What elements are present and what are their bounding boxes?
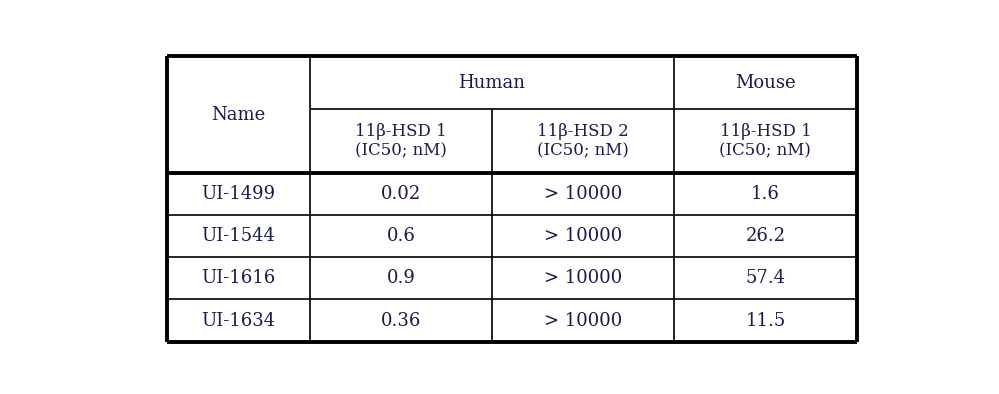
- Text: 11β-HSD 1
(IC50; nM): 11β-HSD 1 (IC50; nM): [719, 123, 811, 160]
- Text: > 10000: > 10000: [544, 312, 622, 329]
- Text: > 10000: > 10000: [544, 185, 622, 203]
- Text: Mouse: Mouse: [735, 74, 795, 92]
- Text: 0.36: 0.36: [381, 312, 421, 329]
- Text: 0.6: 0.6: [387, 227, 416, 245]
- Text: UI-1544: UI-1544: [202, 227, 276, 245]
- Text: 26.2: 26.2: [745, 227, 785, 245]
- Text: 0.02: 0.02: [381, 185, 421, 203]
- Text: Name: Name: [212, 106, 266, 124]
- Text: UI-1499: UI-1499: [202, 185, 276, 203]
- Text: > 10000: > 10000: [544, 269, 622, 288]
- Text: > 10000: > 10000: [544, 227, 622, 245]
- Text: 0.9: 0.9: [387, 269, 416, 288]
- Text: 11β-HSD 1
(IC50; nM): 11β-HSD 1 (IC50; nM): [355, 123, 447, 160]
- Text: 11β-HSD 2
(IC50; nM): 11β-HSD 2 (IC50; nM): [537, 123, 629, 160]
- Text: Human: Human: [459, 74, 525, 92]
- Text: 11.5: 11.5: [745, 312, 785, 329]
- Text: UI-1634: UI-1634: [202, 312, 276, 329]
- Text: 57.4: 57.4: [745, 269, 785, 288]
- Text: UI-1616: UI-1616: [202, 269, 276, 288]
- Text: 1.6: 1.6: [751, 185, 780, 203]
